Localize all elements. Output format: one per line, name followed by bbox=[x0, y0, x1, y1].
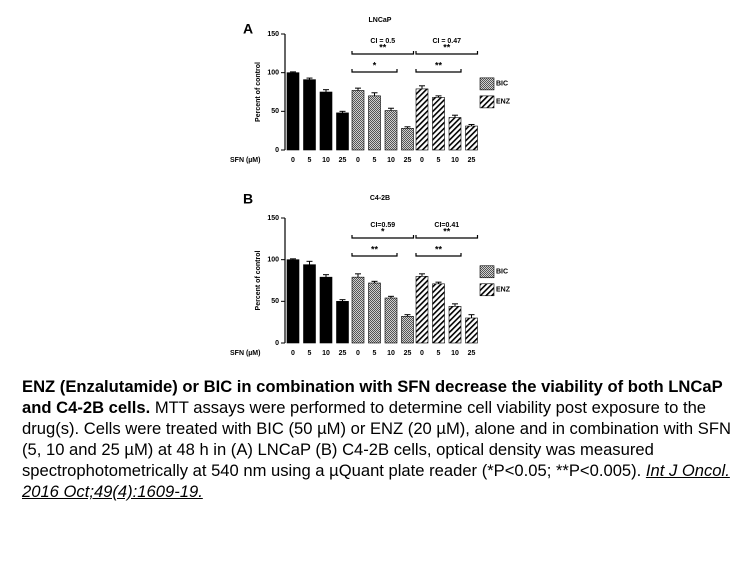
bar bbox=[465, 125, 478, 151]
panel-label: A bbox=[243, 21, 253, 37]
x-tick-label: 25 bbox=[468, 350, 476, 357]
chart-title: LNCaP bbox=[369, 17, 392, 24]
x-tick-label: 0 bbox=[420, 157, 424, 164]
y-axis-label: Percent of control bbox=[255, 62, 262, 122]
x-axis-label: SFN (µM) bbox=[230, 350, 260, 357]
legend-swatch bbox=[479, 77, 495, 91]
significance-label: ** bbox=[371, 244, 379, 254]
significance-label: ** bbox=[443, 226, 451, 236]
legend-label: BIC bbox=[496, 269, 508, 276]
significance-bracket bbox=[351, 69, 398, 73]
x-tick-label: 25 bbox=[339, 350, 347, 357]
x-tick-label: 10 bbox=[322, 157, 330, 164]
x-tick-label: 0 bbox=[420, 350, 424, 357]
bar bbox=[384, 297, 398, 344]
x-tick-label: 5 bbox=[308, 157, 312, 164]
x-tick-label: 25 bbox=[468, 157, 476, 164]
bar bbox=[448, 306, 462, 344]
significance-bracket bbox=[351, 235, 415, 239]
legend-swatch bbox=[479, 265, 495, 279]
y-tick-label: 150 bbox=[267, 31, 279, 38]
bar bbox=[432, 97, 445, 151]
bar bbox=[368, 95, 381, 151]
panel-label: B bbox=[243, 191, 253, 207]
ci-annotation: CI = 0.47 bbox=[432, 38, 461, 45]
x-tick-label: 10 bbox=[451, 157, 459, 164]
x-tick-label: 25 bbox=[404, 350, 412, 357]
ci-annotation: CI=0.59 bbox=[370, 222, 395, 229]
significance-bracket bbox=[415, 51, 479, 55]
significance-bracket bbox=[351, 51, 415, 55]
bar bbox=[448, 117, 462, 151]
x-tick-label: 5 bbox=[308, 350, 312, 357]
x-axis-label: SFN (µM) bbox=[230, 157, 260, 164]
x-tick-label: 25 bbox=[339, 157, 347, 164]
ci-annotation: CI = 0.5 bbox=[370, 38, 395, 45]
caption: ENZ (Enzalutamide) or BIC in combination… bbox=[22, 376, 738, 502]
bar bbox=[465, 317, 478, 344]
caption-text: MTT assays were performed to determine c… bbox=[22, 398, 731, 480]
significance-label: ** bbox=[435, 60, 443, 70]
significance-label: ** bbox=[443, 42, 451, 52]
bar bbox=[351, 276, 365, 344]
x-tick-label: 10 bbox=[451, 350, 459, 357]
chart-title: C4-2B bbox=[370, 195, 390, 202]
ci-annotation: CI=0.41 bbox=[434, 222, 459, 229]
legend-label: BIC bbox=[496, 81, 508, 88]
caption-bold: ENZ (Enzalutamide) or BIC in combination… bbox=[22, 377, 723, 417]
bar bbox=[384, 110, 398, 151]
y-axis-label: Percent of control bbox=[255, 251, 262, 311]
x-tick-label: 5 bbox=[437, 350, 441, 357]
citation-link[interactable]: Int J Oncol. 2016 Oct;49(4):1609-19. bbox=[22, 461, 730, 501]
legend-swatch bbox=[479, 95, 495, 109]
x-tick-label: 0 bbox=[356, 157, 360, 164]
x-tick-label: 5 bbox=[437, 157, 441, 164]
legend-swatch bbox=[479, 283, 495, 297]
legend-label: ENZ bbox=[496, 287, 511, 294]
x-tick-label: 10 bbox=[387, 157, 395, 164]
bar bbox=[401, 128, 414, 151]
bar bbox=[336, 112, 349, 151]
significance-bracket bbox=[415, 253, 462, 257]
x-tick-label: 0 bbox=[291, 157, 295, 164]
y-tick-label: 100 bbox=[267, 257, 279, 264]
bar bbox=[351, 90, 365, 151]
bar bbox=[286, 72, 300, 151]
x-tick-label: 10 bbox=[387, 350, 395, 357]
bar bbox=[303, 79, 316, 151]
significance-label: ** bbox=[435, 244, 443, 254]
y-tick-label: 100 bbox=[267, 70, 279, 77]
y-tick-label: 0 bbox=[275, 340, 279, 347]
bar bbox=[415, 276, 429, 344]
bar bbox=[303, 264, 316, 344]
significance-label: ** bbox=[379, 42, 387, 52]
bar bbox=[415, 88, 429, 151]
y-tick-label: 150 bbox=[267, 215, 279, 222]
x-tick-label: 0 bbox=[291, 350, 295, 357]
x-tick-label: 10 bbox=[322, 350, 330, 357]
x-tick-label: 5 bbox=[373, 157, 377, 164]
bar bbox=[319, 91, 333, 151]
significance-bracket bbox=[415, 69, 462, 73]
x-tick-label: 25 bbox=[404, 157, 412, 164]
bar bbox=[432, 283, 445, 344]
significance-bracket bbox=[415, 235, 479, 239]
y-tick-label: 50 bbox=[271, 108, 279, 115]
bar bbox=[286, 259, 300, 344]
y-tick-label: 0 bbox=[275, 147, 279, 154]
x-tick-label: 5 bbox=[373, 350, 377, 357]
bar bbox=[368, 282, 381, 344]
bar bbox=[401, 316, 414, 344]
x-tick-label: 0 bbox=[356, 350, 360, 357]
bar bbox=[336, 301, 349, 344]
significance-label: * bbox=[373, 60, 377, 70]
significance-label: * bbox=[381, 226, 385, 236]
bar bbox=[319, 276, 333, 344]
legend-label: ENZ bbox=[496, 99, 511, 106]
significance-bracket bbox=[351, 253, 398, 257]
y-tick-label: 50 bbox=[271, 298, 279, 305]
